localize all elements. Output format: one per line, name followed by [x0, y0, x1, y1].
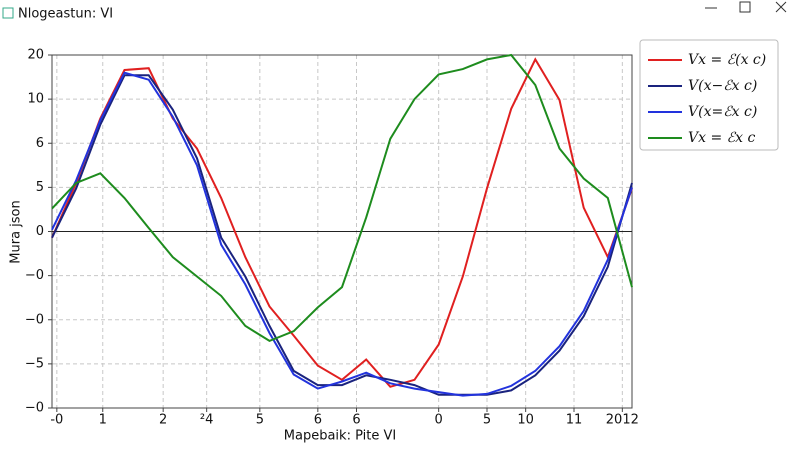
x-tick-label: 0: [435, 413, 443, 428]
legend-label: Vx = ℰx c: [688, 130, 755, 146]
legend-box: [639, 39, 779, 151]
y-tick-label: −0: [25, 401, 44, 416]
x-tick-label: -0: [50, 413, 63, 428]
close-button[interactable]: [775, 1, 787, 13]
y-tick-label: 5: [36, 180, 44, 195]
legend-label: V(x−ℰx c): [688, 78, 757, 94]
x-tick-label: 2: [159, 413, 167, 428]
y-tick-label: −0: [25, 268, 44, 283]
legend: Vx = ℰ(x c) V(x−ℰx c) V(x=ℰx c) Vx = ℰx c: [639, 39, 779, 151]
maximize-button[interactable]: [739, 1, 751, 13]
series-line: [51, 74, 633, 396]
legend-label: V(x=ℰx c): [688, 104, 757, 120]
x-axis-label: Mapebaik: Pite VI: [284, 429, 396, 444]
x-tick-label: 11: [566, 413, 583, 428]
x-tick-label: 1: [99, 413, 107, 428]
x-tick-label: 2012: [606, 413, 639, 428]
x-tick-label: 10: [517, 413, 534, 428]
y-tick-label: 0: [36, 224, 44, 239]
window-title: Nlogeastun: VI: [18, 7, 113, 22]
y-tick-label: 20: [27, 48, 44, 63]
series-line: [51, 53, 633, 343]
series-line: [51, 57, 633, 388]
x-tick-label: 6: [352, 413, 360, 428]
y-tick-label: 6: [36, 136, 44, 151]
legend-label: Vx = ℰ(x c): [688, 52, 766, 68]
x-tick-label: 6: [314, 413, 322, 428]
y-tick-label: 10: [27, 92, 44, 107]
app-icon: [2, 7, 14, 19]
x-tick-label: ²4: [200, 413, 213, 428]
x-tick-label: 5: [256, 413, 264, 428]
x-tick-label: 5: [483, 413, 491, 428]
y-tick-label: −0: [25, 312, 44, 327]
y-axis-label: Mura json: [9, 200, 24, 263]
series-line: [51, 71, 633, 397]
y-tick-label: −5: [25, 356, 44, 371]
